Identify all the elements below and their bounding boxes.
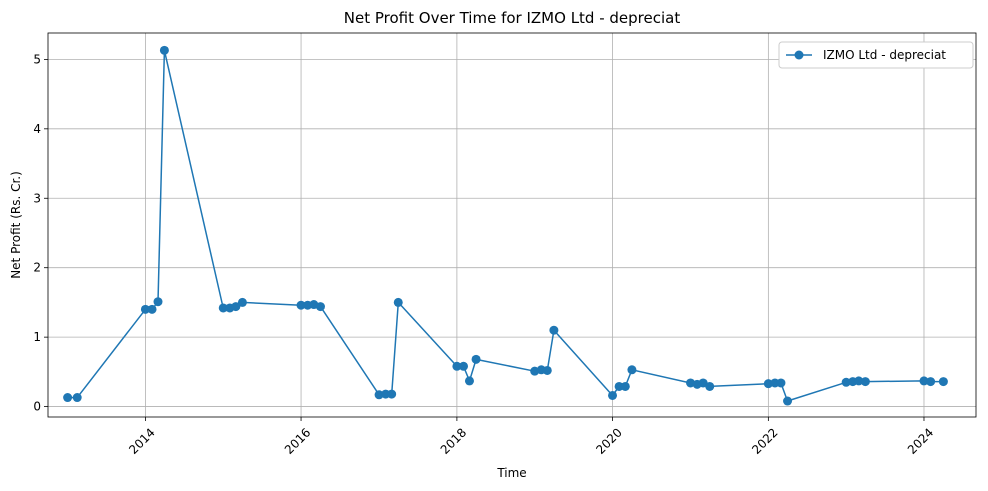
y-axis: 0 1 2 3 4 5 xyxy=(33,52,48,414)
data-point xyxy=(452,361,462,371)
data-point xyxy=(698,378,708,388)
data-point xyxy=(763,379,773,389)
y-axis-label: Net Profit (Rs. Cr.) xyxy=(9,171,23,279)
data-point xyxy=(705,381,715,391)
data-point xyxy=(374,390,384,400)
data-point xyxy=(471,354,481,364)
data-point xyxy=(231,302,241,312)
data-point xyxy=(393,297,403,307)
legend: IZMO Ltd - depreciat xyxy=(778,41,974,69)
grid xyxy=(48,33,976,417)
data-point xyxy=(140,304,150,314)
data-point xyxy=(608,390,618,400)
x-axis-label: Time xyxy=(496,466,526,480)
y-tick-label: 3 xyxy=(33,191,41,205)
chart-title: Net Profit Over Time for IZMO Ltd - depr… xyxy=(344,9,681,27)
data-point xyxy=(459,361,469,371)
y-tick-label: 5 xyxy=(33,52,41,66)
plot-frame xyxy=(47,32,977,418)
data-point xyxy=(627,365,637,375)
data-point xyxy=(464,376,474,386)
data-point xyxy=(153,297,163,307)
data-point xyxy=(63,393,73,403)
legend-box xyxy=(778,41,974,69)
y-tick-label: 4 xyxy=(33,122,41,136)
data-point xyxy=(938,377,948,387)
plot-area xyxy=(63,45,948,406)
data-point xyxy=(860,377,870,387)
data-point xyxy=(926,377,936,387)
y-tick-label: 2 xyxy=(33,261,41,275)
y-tick-label: 1 xyxy=(33,330,41,344)
data-point xyxy=(620,381,630,391)
data-point xyxy=(854,376,864,386)
data-point xyxy=(237,297,247,307)
data-point xyxy=(783,396,793,406)
legend-entry-label: IZMO Ltd - depreciat xyxy=(823,48,946,62)
data-point xyxy=(147,304,157,314)
data-point xyxy=(542,365,552,375)
y-tick-label: 0 xyxy=(33,400,41,414)
data-point xyxy=(614,381,624,391)
data-point xyxy=(776,378,786,388)
legend-marker-swatch xyxy=(794,50,804,60)
data-point xyxy=(315,302,325,312)
data-point xyxy=(72,393,82,403)
data-point xyxy=(387,389,397,399)
data-point xyxy=(159,45,169,55)
data-point xyxy=(296,300,306,310)
data-point xyxy=(218,303,228,313)
data-point xyxy=(841,377,851,387)
data-point xyxy=(549,325,559,335)
data-point xyxy=(919,376,929,386)
